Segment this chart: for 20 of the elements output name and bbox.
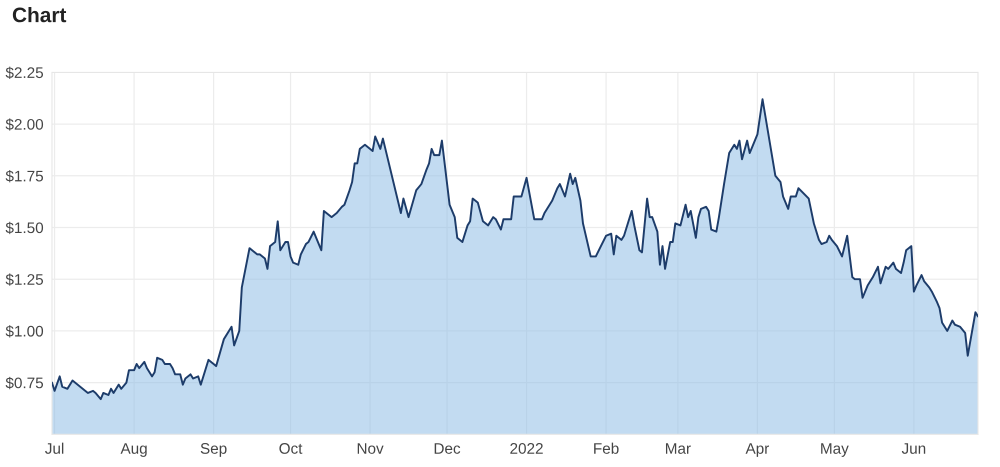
x-tick-label: Jun — [902, 443, 926, 454]
y-tick-label: $1.25 — [6, 273, 44, 286]
x-tick-label: 2022 — [510, 443, 543, 454]
chart-title: Chart — [12, 7, 66, 22]
y-tick-label: $1.50 — [6, 222, 44, 234]
x-tick-label: Feb — [594, 442, 619, 454]
x-tick-label: Dec — [434, 443, 460, 454]
x-tick-label: Nov — [358, 443, 384, 454]
y-tick-label: $1.00 — [6, 325, 44, 338]
x-tick-label: May — [821, 443, 849, 457]
x-tick-label: Mar — [666, 443, 691, 454]
y-tick-label: $2.00 — [6, 118, 44, 131]
x-tick-label: Jul — [45, 442, 64, 454]
x-tick-label: Sep — [200, 443, 227, 457]
y-tick-label: $0.75 — [6, 376, 44, 390]
x-tick-label: Apr — [746, 443, 770, 457]
x-tick-label: Aug — [120, 443, 147, 457]
y-tick-label: $2.25 — [6, 66, 44, 79]
x-tick-label: Oct — [279, 443, 302, 454]
y-tick-label: $1.75 — [6, 170, 44, 182]
